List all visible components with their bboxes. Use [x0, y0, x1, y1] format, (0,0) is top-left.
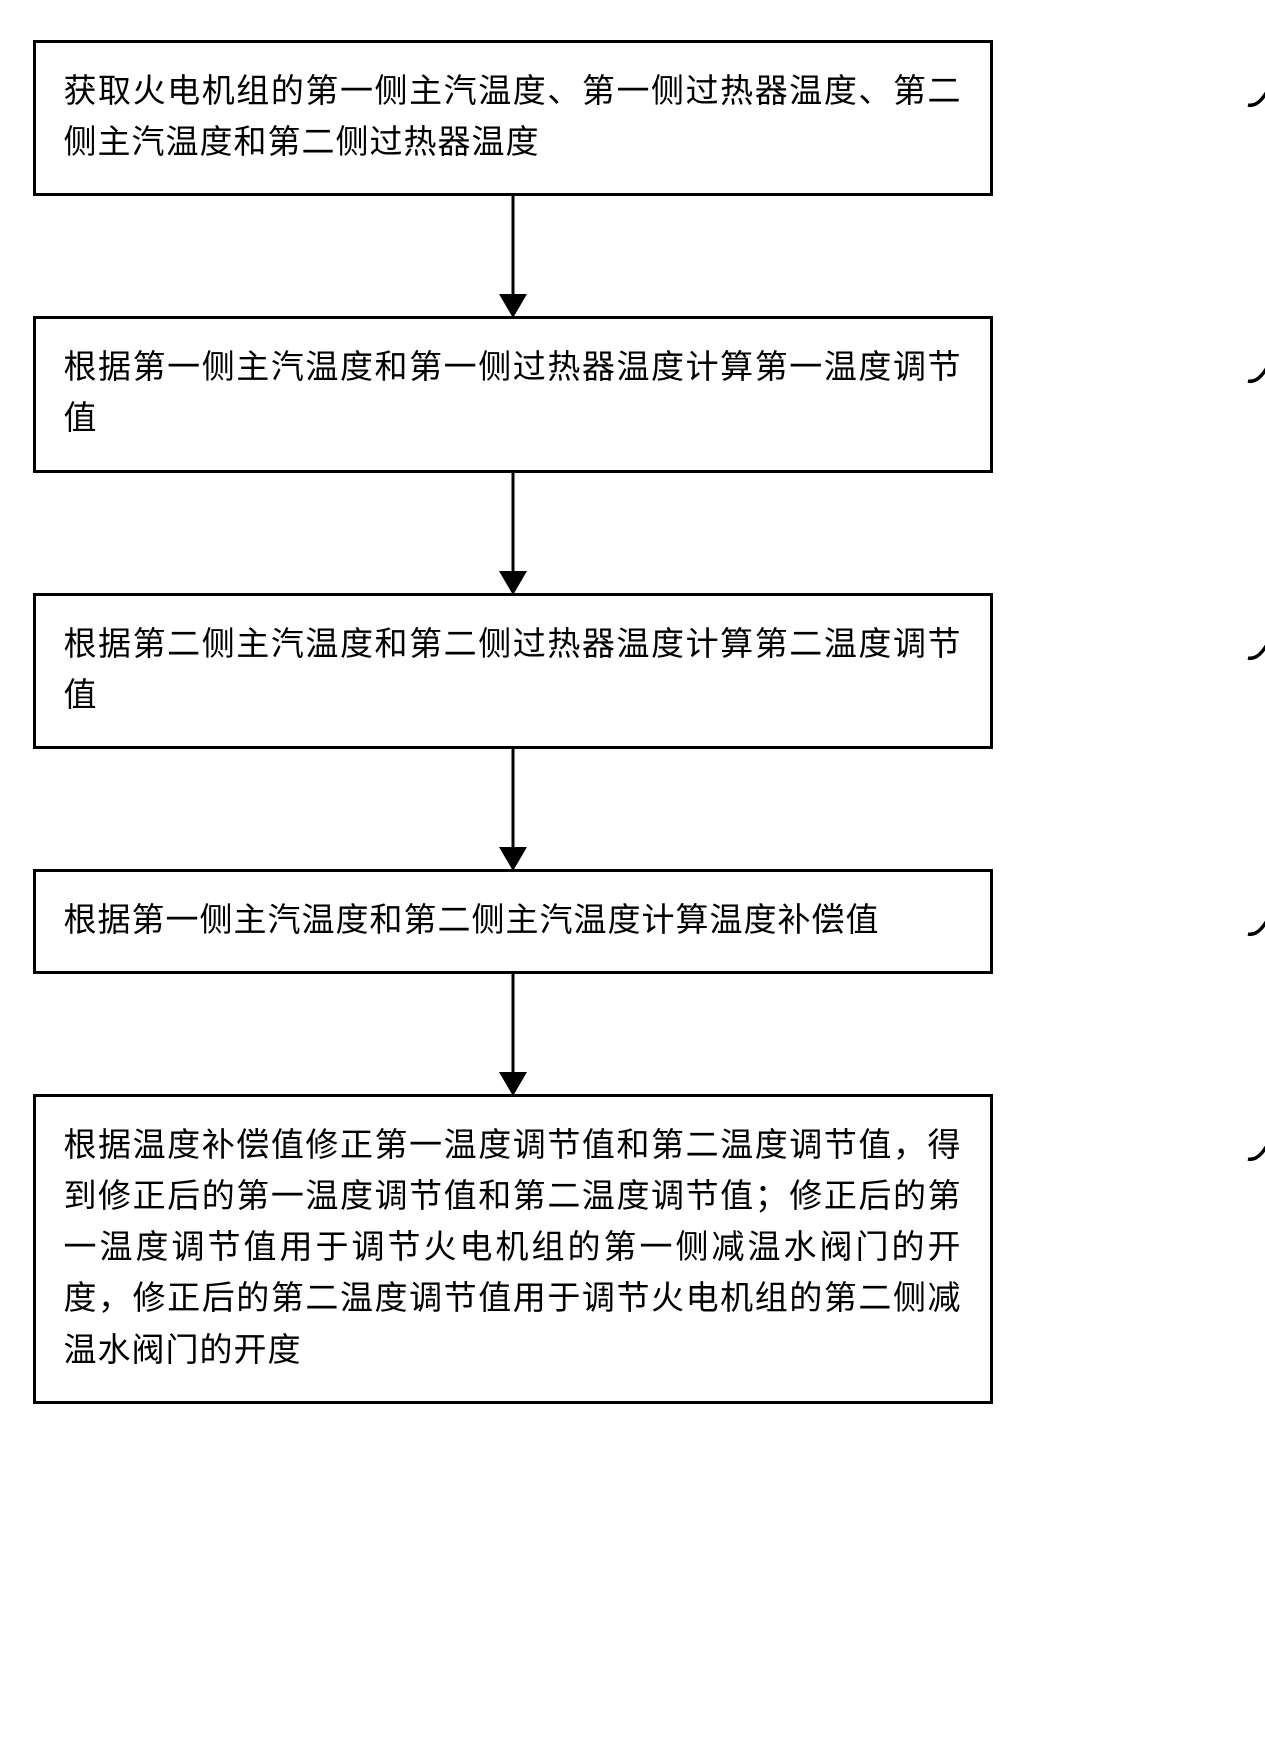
- step-box: 根据温度补偿值修正第一温度调节值和第二温度调节值，得到修正后的第一温度调节值和第…: [33, 1094, 993, 1404]
- step-text: 根据第一侧主汽温度和第二侧主汽温度计算温度补偿值: [64, 896, 962, 947]
- step-box: 根据第一侧主汽温度和第一侧过热器温度计算第一温度调节值: [33, 316, 993, 472]
- step-box: 根据第二侧主汽温度和第二侧过热器温度计算第二温度调节值: [33, 593, 993, 749]
- connector-squiggle: [1243, 553, 1265, 663]
- step-box: 获取火电机组的第一侧主汽温度、第一侧过热器温度、第二侧主汽温度和第二侧过热器温度: [33, 40, 993, 196]
- flow-step: S102 根据第一侧主汽温度和第一侧过热器温度计算第一温度调节值: [33, 316, 1233, 472]
- connector-squiggle: [1243, 829, 1265, 939]
- arrow-head-icon: [499, 294, 527, 318]
- step-text: 根据温度补偿值修正第一温度调节值和第二温度调节值，得到修正后的第一温度调节值和第…: [64, 1121, 962, 1377]
- step-text: 获取火电机组的第一侧主汽温度、第一侧过热器温度、第二侧主汽温度和第二侧过热器温度: [64, 67, 962, 169]
- flow-step: S101 获取火电机组的第一侧主汽温度、第一侧过热器温度、第二侧主汽温度和第二侧…: [33, 40, 1233, 196]
- arrow-line: [511, 473, 514, 573]
- connector-squiggle: [1243, 1054, 1265, 1164]
- connector-squiggle: [1243, 276, 1265, 386]
- flow-arrow: [33, 974, 993, 1094]
- flow-arrow: [33, 196, 993, 316]
- step-box: 根据第一侧主汽温度和第二侧主汽温度计算温度补偿值: [33, 869, 993, 974]
- arrow-line: [511, 749, 514, 849]
- arrow-line: [511, 196, 514, 296]
- flowchart-container: S101 获取火电机组的第一侧主汽温度、第一侧过热器温度、第二侧主汽温度和第二侧…: [33, 40, 1233, 1404]
- flow-step: S105 根据温度补偿值修正第一温度调节值和第二温度调节值，得到修正后的第一温度…: [33, 1094, 1233, 1404]
- arrow-head-icon: [499, 571, 527, 595]
- flow-step: S104 根据第一侧主汽温度和第二侧主汽温度计算温度补偿值: [33, 869, 1233, 974]
- flow-step: S103 根据第二侧主汽温度和第二侧过热器温度计算第二温度调节值: [33, 593, 1233, 749]
- step-text: 根据第一侧主汽温度和第一侧过热器温度计算第一温度调节值: [64, 343, 962, 445]
- connector-squiggle: [1243, 0, 1265, 110]
- arrow-line: [511, 974, 514, 1074]
- step-text: 根据第二侧主汽温度和第二侧过热器温度计算第二温度调节值: [64, 620, 962, 722]
- arrow-head-icon: [499, 847, 527, 871]
- arrow-head-icon: [499, 1072, 527, 1096]
- flow-arrow: [33, 749, 993, 869]
- flow-arrow: [33, 473, 993, 593]
